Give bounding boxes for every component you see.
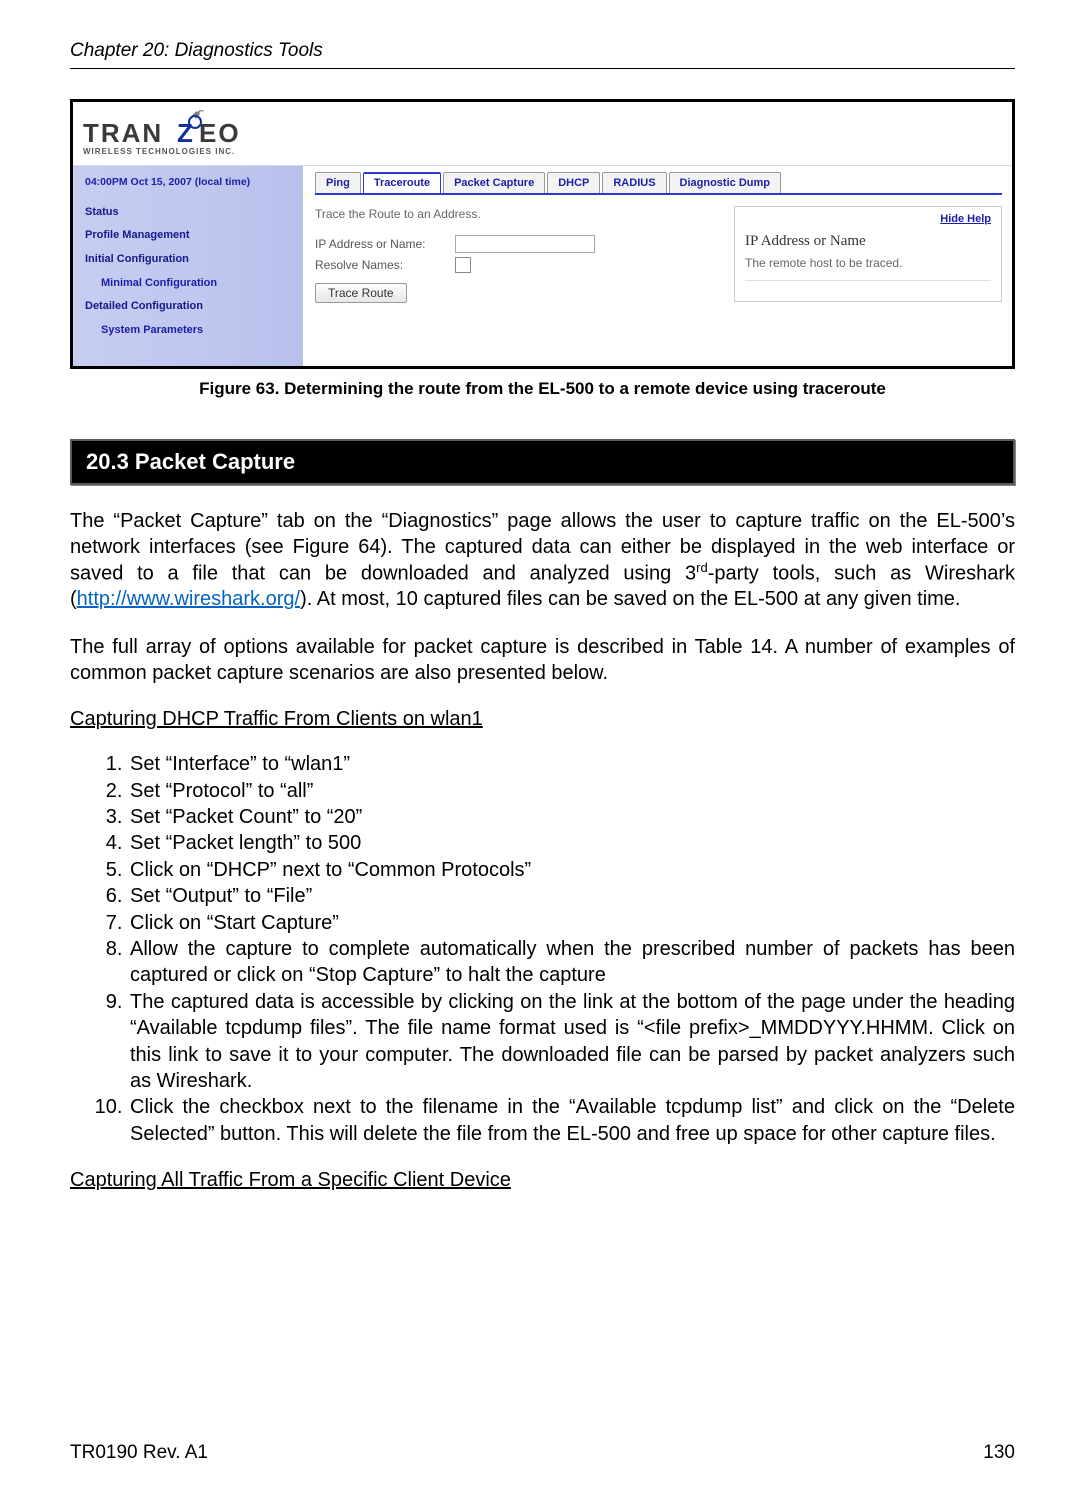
step-3: Set “Packet Count” to “20”: [128, 804, 1015, 830]
sidebar: 04:00PM Oct 15, 2007 (local time) Status…: [73, 166, 303, 366]
subheading-specific-client: Capturing All Traffic From a Specific Cl…: [70, 1169, 1015, 1192]
footer-page-number: 130: [983, 1442, 1015, 1464]
tab-ping[interactable]: Ping: [315, 172, 361, 193]
resolve-names-label: Resolve Names:: [315, 258, 455, 272]
para1-superscript: rd: [696, 560, 708, 575]
step-10: Click the checkbox next to the filename …: [128, 1094, 1015, 1147]
sidebar-item-system-parameters[interactable]: System Parameters: [79, 319, 297, 343]
step-1: Set “Interface” to “wlan1”: [128, 751, 1015, 777]
svg-text:TRAN: TRAN: [83, 118, 163, 148]
tab-diagnostic-dump[interactable]: Diagnostic Dump: [669, 172, 781, 193]
step-9: The captured data is accessible by click…: [128, 989, 1015, 1095]
subheading-dhcp-capture: Capturing DHCP Traffic From Clients on w…: [70, 708, 1015, 731]
sidebar-item-initial-configuration[interactable]: Initial Configuration: [79, 248, 297, 272]
sidebar-item-status[interactable]: Status: [79, 201, 297, 225]
paragraph-1: The “Packet Capture” tab on the “Diagnos…: [70, 509, 1015, 613]
help-body: The remote host to be traced.: [745, 256, 991, 270]
step-2: Set “Protocol” to “all”: [128, 778, 1015, 804]
section-heading-bar: 20.3 Packet Capture: [70, 439, 1015, 485]
svg-text:EO: EO: [199, 118, 241, 148]
footer-doc-rev: TR0190 Rev. A1: [70, 1442, 208, 1464]
main-area: Ping Traceroute Packet Capture DHCP RADI…: [303, 166, 1012, 366]
tab-radius[interactable]: RADIUS: [602, 172, 666, 193]
step-7: Click on “Start Capture”: [128, 910, 1015, 936]
tranzeo-logo: ➶ TRAN Z EO WIRELESS TECHNOLOGIES INC.: [83, 110, 303, 156]
ip-address-input[interactable]: [455, 235, 595, 253]
step-6: Set “Output” to “File”: [128, 883, 1015, 909]
help-title: IP Address or Name: [745, 233, 991, 250]
step-8: Allow the capture to complete automatica…: [128, 936, 1015, 989]
tabstrip: Ping Traceroute Packet Capture DHCP RADI…: [315, 172, 1002, 195]
svg-text:Z: Z: [177, 118, 195, 148]
help-pane: Hide Help IP Address or Name The remote …: [734, 206, 1002, 302]
svg-text:WIRELESS TECHNOLOGIES INC.: WIRELESS TECHNOLOGIES INC.: [83, 147, 235, 156]
tab-traceroute[interactable]: Traceroute: [363, 172, 441, 193]
figure-caption: Figure 63. Determining the route from th…: [70, 379, 1015, 399]
step-4: Set “Packet length” to 500: [128, 830, 1015, 856]
sidebar-item-minimal-configuration[interactable]: Minimal Configuration: [79, 272, 297, 296]
sidebar-item-detailed-configuration[interactable]: Detailed Configuration: [79, 295, 297, 319]
screenshot-frame: ➶ TRAN Z EO WIRELESS TECHNOLOGIES INC. 0…: [70, 99, 1015, 369]
para1-part-c: ). At most, 10 captured files can be sav…: [300, 588, 960, 610]
chapter-header: Chapter 20: Diagnostics Tools: [70, 40, 1015, 62]
resolve-names-checkbox[interactable]: [455, 257, 471, 273]
header-rule: [70, 68, 1015, 69]
sidebar-item-profile-management[interactable]: Profile Management: [79, 224, 297, 248]
paragraph-2: The full array of options available for …: [70, 635, 1015, 686]
wireshark-link[interactable]: http://www.wireshark.org/: [77, 588, 300, 610]
hide-help-link[interactable]: Hide Help: [745, 213, 991, 225]
tab-packet-capture[interactable]: Packet Capture: [443, 172, 545, 193]
steps-list: Set “Interface” to “wlan1” Set “Protocol…: [70, 751, 1015, 1147]
tab-dhcp[interactable]: DHCP: [547, 172, 600, 193]
logo-row: ➶ TRAN Z EO WIRELESS TECHNOLOGIES INC.: [73, 102, 1012, 166]
step-5: Click on “DHCP” next to “Common Protocol…: [128, 857, 1015, 883]
trace-route-button[interactable]: Trace Route: [315, 283, 407, 303]
ip-address-label: IP Address or Name:: [315, 237, 455, 251]
sidebar-clock: 04:00PM Oct 15, 2007 (local time): [79, 174, 297, 191]
help-divider: [745, 280, 991, 281]
